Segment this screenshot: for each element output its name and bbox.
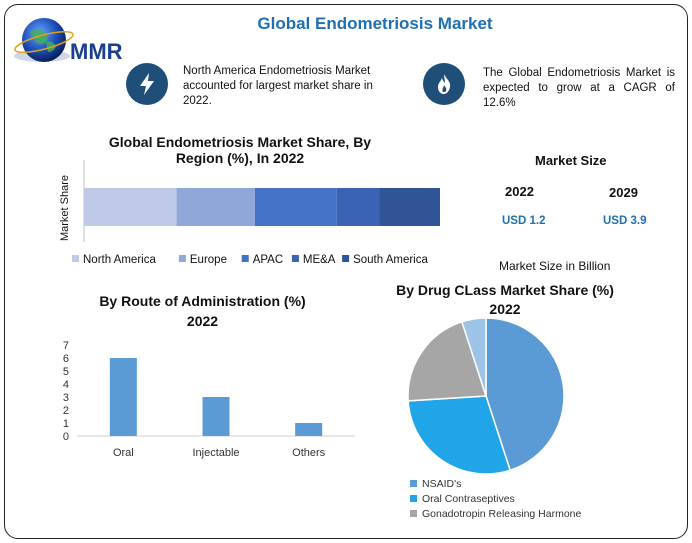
- market-size-value-2022: USD 1.2: [502, 215, 546, 227]
- pie-slice: [460, 317, 487, 397]
- region-bar-segment: [336, 188, 380, 226]
- pie-legend-item: Gonadotropin Releasing Harmone: [410, 506, 581, 521]
- region-legend-label: APAC: [253, 254, 283, 266]
- route-bar: [109, 358, 137, 436]
- route-x-tick-label: Injectable: [192, 447, 239, 459]
- legend-swatch: [178, 255, 186, 262]
- market-size-title: Market Size: [535, 153, 607, 168]
- region-legend-item: APAC: [241, 254, 283, 266]
- legend-swatch: [410, 510, 417, 517]
- page-title: Global Endometriosis Market: [257, 14, 493, 33]
- region-legend-label: North America: [83, 254, 156, 266]
- route-y-tick-label: 1: [63, 418, 69, 430]
- region-legend-label: South America: [353, 254, 428, 266]
- legend-swatch: [342, 255, 350, 262]
- region-legend-item: South America: [342, 254, 428, 266]
- region-stacked-bar-chart: Market Share North America Europe APAC ME&A S…: [59, 160, 440, 266]
- info-text-2: The Global Endometriosis Market is expec…: [483, 67, 675, 109]
- route-x-tick-label: Oral: [113, 447, 134, 459]
- market-size-value-2029: USD 3.9: [603, 215, 647, 227]
- lightning-icon: [140, 73, 154, 95]
- region-legend-item: Europe: [178, 254, 227, 266]
- route-chart-subtitle: 2022: [186, 313, 219, 329]
- route-y-tick-label: 7: [63, 340, 69, 352]
- region-legend-label: ME&A: [303, 254, 336, 266]
- globe-icon: MMR: [14, 18, 123, 64]
- market-size-unit-label: Market Size in Billion: [499, 259, 611, 273]
- region-legend-item: ME&A: [291, 254, 336, 266]
- region-bar-segment: [379, 188, 440, 226]
- legend-swatch: [241, 255, 249, 262]
- logo-text: MMR: [70, 39, 123, 64]
- info-icon-badge: [126, 63, 168, 105]
- route-y-tick-label: 0: [63, 431, 69, 443]
- region-y-axis-label: Market Share: [59, 175, 71, 241]
- pie-slice: [407, 395, 512, 475]
- route-y-tick-label: 5: [63, 366, 69, 378]
- pie-legend: NSAID's Oral Contraseptives Gonadotropin R…: [410, 476, 581, 521]
- route-y-tick-label: 3: [63, 392, 69, 404]
- page-frame: [4, 4, 688, 539]
- drug-class-chart-title: By Drug CLass Market Share (%): [396, 282, 614, 298]
- pie-legend-label: NSAID's: [422, 477, 462, 490]
- legend-swatch: [410, 480, 417, 487]
- pie-legend-label: Gonadotropin Releasing Harmone: [422, 507, 582, 520]
- legend-swatch: [291, 255, 299, 262]
- route-x-tick-label: Others: [292, 447, 326, 459]
- flame-icon: [438, 74, 451, 94]
- mmr-logo: MMR: [12, 12, 142, 72]
- route-bar: [202, 397, 230, 436]
- region-bar-segment: [84, 188, 177, 226]
- region-chart-title: Global Endometriosis Market Share, By Re…: [108, 134, 372, 166]
- pie-legend-item: NSAID's: [410, 476, 581, 491]
- drug-class-pie-chart: [407, 317, 565, 475]
- pie-slice: [407, 320, 488, 402]
- pie-slice: [485, 317, 565, 472]
- info-text-1: North America Endometriosis Market accou…: [183, 65, 373, 107]
- region-bar-segment: [176, 188, 255, 226]
- pie-legend-label: Oral Contraseptives: [422, 492, 515, 505]
- route-bar: [295, 423, 323, 436]
- route-y-tick-label: 2: [63, 405, 69, 417]
- market-size-year-2029: 2029: [609, 185, 638, 200]
- region-legend-item: North America: [72, 254, 156, 266]
- region-legend-label: Europe: [190, 254, 227, 266]
- route-y-tick-label: 6: [63, 353, 69, 365]
- info-icon-badge: [423, 63, 465, 105]
- market-size-year-2022: 2022: [505, 184, 534, 199]
- route-chart-title: By Route of Administration (%): [99, 293, 306, 309]
- legend-swatch: [410, 495, 417, 502]
- region-bar-segment: [254, 188, 337, 226]
- route-y-tick-label: 4: [63, 379, 69, 391]
- pie-legend-item: Oral Contraseptives: [410, 491, 581, 506]
- drug-class-chart-subtitle: 2022: [489, 301, 521, 317]
- legend-swatch: [72, 255, 79, 262]
